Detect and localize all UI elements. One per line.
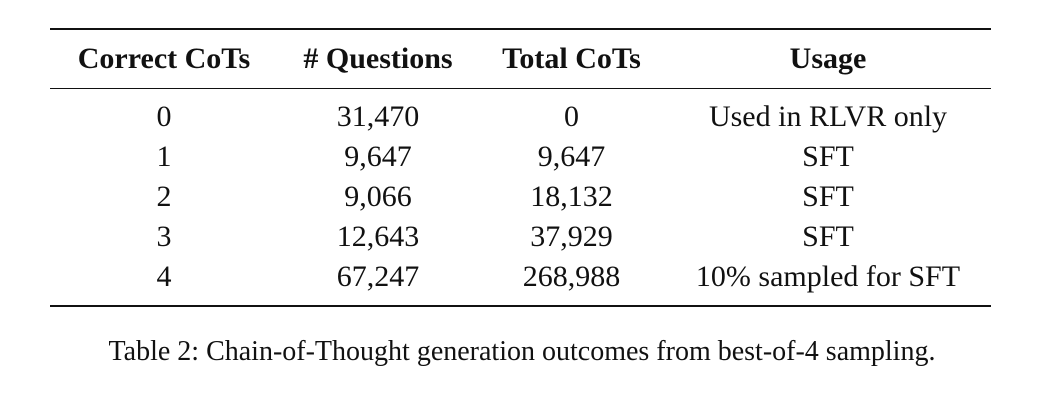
cell-total-cots: 268,988 <box>522 260 621 293</box>
cell-total-cots: 0 <box>564 100 579 133</box>
cell-num-questions: 12,643 <box>336 220 420 253</box>
cell-total-cots: 18,132 <box>530 180 613 213</box>
cell-num-questions: 9,066 <box>344 180 412 213</box>
results-table: Correct CoTs # Questions Total CoTs Usag… <box>50 28 991 307</box>
cell-total-cots: 37,929 <box>530 220 613 253</box>
cell-correct-cots: 3 <box>156 220 172 253</box>
header-total-cots: Total CoTs <box>502 42 641 75</box>
table-row: 0 31,470 0 Used in RLVR only <box>50 89 991 138</box>
table-row: 4 67,247 268,988 10% sampled for SFT <box>50 257 991 306</box>
cell-correct-cots: 4 <box>156 260 172 293</box>
cell-num-questions: 9,647 <box>344 140 412 173</box>
cell-correct-cots: 0 <box>156 100 172 133</box>
cell-correct-cots: 1 <box>156 140 172 173</box>
cell-usage: Used in RLVR only <box>708 100 948 133</box>
table-row: 2 9,066 18,132 SFT <box>50 177 991 217</box>
cell-num-questions: 67,247 <box>336 260 420 293</box>
cell-usage: SFT <box>802 220 854 253</box>
cell-num-questions: 31,470 <box>336 100 420 133</box>
table-row: 1 9,647 9,647 SFT <box>50 137 991 177</box>
cell-total-cots: 9,647 <box>537 140 606 173</box>
cell-usage: SFT <box>802 180 854 213</box>
cell-correct-cots: 2 <box>156 180 172 213</box>
header-correct-cots: Correct CoTs <box>77 42 251 75</box>
table-header-row: Correct CoTs # Questions Total CoTs Usag… <box>50 29 991 89</box>
results-table-container: Correct CoTs # Questions Total CoTs Usag… <box>50 28 991 307</box>
cell-usage: SFT <box>802 140 854 173</box>
table-caption: Table 2: Chain-of-Thought generation out… <box>108 336 936 367</box>
header-num-questions: # Questions <box>303 42 453 75</box>
header-usage: Usage <box>789 42 867 75</box>
cell-usage: 10% sampled for SFT <box>695 260 961 293</box>
table-row: 3 12,643 37,929 SFT <box>50 217 991 257</box>
